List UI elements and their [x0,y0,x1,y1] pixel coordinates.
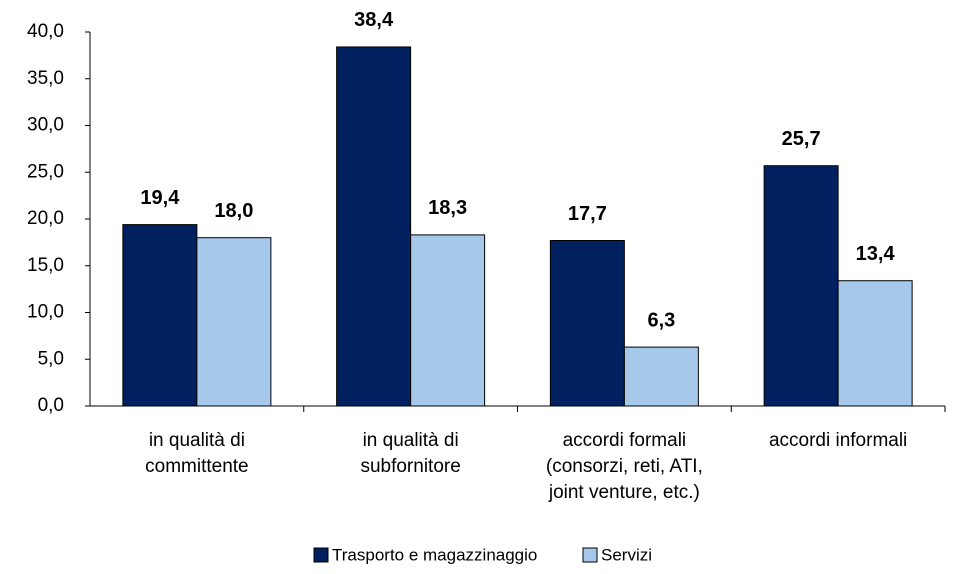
y-tick-label: 25,0 [27,161,64,182]
bar [196,237,272,407]
legend-label: Trasporto e magazzinaggio [332,545,537,564]
bar [549,240,625,407]
value-label: 18,0 [214,200,253,222]
x-tick-label: accordi informali [769,430,907,451]
bar [122,224,198,407]
y-tick-label: 10,0 [27,302,64,323]
y-tick-label: 15,0 [27,255,64,276]
y-tick-label: 5,0 [38,348,64,369]
legend-label: Servizi [601,545,652,564]
value-label: 17,7 [568,203,607,225]
bar [336,46,412,407]
y-tick-label: 40,0 [27,21,64,42]
bar [763,165,839,407]
y-tick-label: 20,0 [27,208,64,229]
y-tick-label: 30,0 [27,115,64,136]
value-label: 25,7 [782,128,821,150]
bar [623,346,699,407]
value-label: 38,4 [354,9,394,31]
legend-swatch [582,547,598,563]
x-tick-label: in qualità di [149,430,245,451]
x-tick-label: accordi formali [563,430,687,451]
value-label: 13,4 [856,243,896,265]
y-tick-label: 0,0 [38,395,64,416]
x-tick-label: committente [145,456,248,477]
x-tick-label: (consorzi, reti, ATI, [546,456,703,477]
x-tick-label: subfornitore [360,456,460,477]
value-label: 19,4 [140,187,180,209]
value-label: 18,3 [428,197,467,219]
x-tick-label: joint venture, etc.) [548,482,700,503]
value-label: 6,3 [647,309,675,331]
y-tick-label: 35,0 [27,68,64,89]
bar [410,234,486,407]
legend-swatch [313,547,329,563]
x-tick-label: in qualità di [363,430,459,451]
bar [837,280,913,407]
